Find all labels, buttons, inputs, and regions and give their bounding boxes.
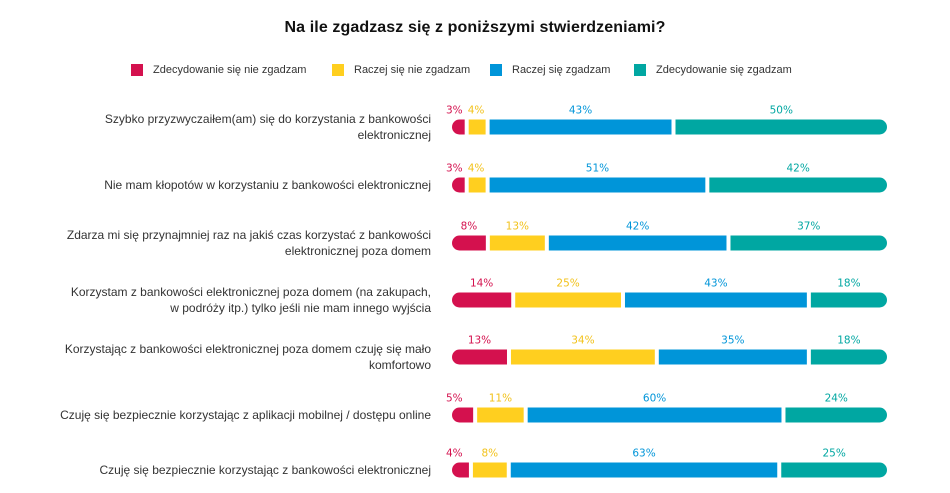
category-label-line: w podróży itp.) tylko jeśli nie mam inne… — [170, 301, 431, 315]
bar-segment-rather-disagree — [515, 292, 621, 308]
category-label-line: Szybko przyzwyczaiłem(am) się do korzyst… — [104, 112, 431, 126]
data-label-rather-agree: 42% — [626, 221, 649, 233]
data-label-strongly-agree: 24% — [825, 393, 848, 405]
legend-swatch-strongly-disagree — [131, 64, 143, 76]
bar-segment-strongly-agree — [675, 119, 887, 135]
bar-segment-strongly-agree — [781, 462, 887, 478]
chart-title: Na ile zgadzasz się z poniższymi stwierd… — [284, 19, 666, 36]
data-label-rather-agree: 60% — [643, 393, 666, 405]
bar-row: 3% 4% 51% 42% — [446, 163, 887, 193]
category-label-line: Korzystając z bankowości elektronicznej … — [64, 342, 431, 356]
bar-segment-strongly-disagree — [452, 292, 512, 308]
data-label-rather-agree: 43% — [569, 105, 592, 117]
bar-segment-rather-agree — [548, 235, 727, 251]
bar-segment-rather-agree — [510, 462, 778, 478]
data-label-strongly-agree: 50% — [770, 105, 793, 117]
data-label-rather-agree: 35% — [721, 335, 744, 347]
legend-label: Raczej się nie zgadzam — [354, 64, 471, 76]
data-label-strongly-agree: 18% — [837, 335, 860, 347]
category-label-line: elektronicznej — [357, 128, 431, 142]
category-label-line: komfortowo — [368, 358, 431, 372]
bar-segment-strongly-agree — [730, 235, 887, 251]
data-label-strongly-disagree: 3% — [446, 105, 463, 117]
data-label-strongly-agree: 18% — [837, 278, 860, 290]
bar-segment-rather-disagree — [468, 119, 486, 135]
category-label: Czuję się bezpiecznie korzystając z apli… — [11, 407, 431, 423]
bar-row: 4% 8% 63% 25% — [446, 448, 887, 478]
data-label-strongly-disagree: 5% — [446, 393, 463, 405]
data-label-rather-disagree: 4% — [468, 163, 485, 175]
bar-segment-rather-disagree — [472, 462, 507, 478]
legend: Zdecydowanie się nie zgadzam Raczej się … — [0, 64, 950, 78]
bar-segment-rather-disagree — [489, 235, 545, 251]
bar-segment-rather-disagree — [510, 349, 655, 365]
category-label: Korzystam z bankowości elektronicznej po… — [11, 284, 431, 316]
data-label-strongly-disagree: 13% — [468, 335, 491, 347]
bar-segment-strongly-disagree — [452, 462, 469, 478]
category-label-line: Czuję się bezpiecznie korzystając z bank… — [99, 463, 432, 477]
legend-swatch-rather-agree — [490, 64, 502, 76]
data-label-rather-disagree: 13% — [506, 221, 529, 233]
bar-segment-strongly-disagree — [452, 235, 486, 251]
data-label-rather-disagree: 11% — [489, 393, 512, 405]
bar-segment-rather-disagree — [468, 177, 486, 193]
category-label-line: elektronicznej poza domem — [284, 244, 431, 258]
bar-segment-strongly-agree — [785, 407, 887, 423]
data-label-rather-agree: 51% — [586, 163, 609, 175]
data-label-rather-agree: 43% — [704, 278, 727, 290]
data-label-strongly-disagree: 3% — [446, 163, 463, 175]
data-label-strongly-agree: 42% — [786, 163, 809, 175]
bar-segment-strongly-agree — [810, 292, 887, 308]
data-label-rather-disagree: 34% — [571, 335, 594, 347]
legend-item-strongly-disagree: Zdecydowanie się nie zgadzam — [131, 64, 306, 76]
legend-swatch-rather-disagree — [332, 64, 344, 76]
bar-segment-rather-agree — [624, 292, 807, 308]
data-label-rather-disagree: 8% — [482, 448, 499, 460]
legend-item-strongly-agree: Zdecydowanie się zgadzam — [634, 64, 792, 76]
category-label: Nie mam kłopotów w korzystaniu z bankowo… — [11, 177, 431, 193]
bar-segment-rather-agree — [489, 119, 672, 135]
data-label-rather-disagree: 25% — [556, 278, 579, 290]
bar-segment-strongly-disagree — [452, 119, 465, 135]
bar-segment-strongly-disagree — [452, 177, 465, 193]
bar-row: 3% 4% 43% 50% — [446, 105, 887, 135]
bar-row: 8% 13% 42% 37% — [452, 221, 887, 251]
bar-segment-strongly-agree — [709, 177, 887, 193]
bar-segment-rather-agree — [489, 177, 706, 193]
bar-row: 13% 34% 35% 18% — [452, 335, 887, 365]
category-label: Czuję się bezpiecznie korzystając z bank… — [11, 462, 432, 478]
category-label: Szybko przyzwyczaiłem(am) się do korzyst… — [11, 111, 431, 143]
category-label-line: Zdarza mi się przynajmniej raz na jakiś … — [66, 228, 431, 242]
bar-row: 5% 11% 60% 24% — [446, 393, 887, 423]
category-label: Zdarza mi się przynajmniej raz na jakiś … — [11, 227, 431, 259]
bar-segment-rather-agree — [527, 407, 782, 423]
category-label-line: Nie mam kłopotów w korzystaniu z bankowo… — [104, 178, 431, 192]
bar-segment-strongly-disagree — [452, 407, 474, 423]
data-label-strongly-agree: 37% — [797, 221, 820, 233]
legend-label: Zdecydowanie się zgadzam — [656, 64, 792, 76]
bar-segment-strongly-agree — [810, 349, 887, 365]
bar-row: 14% 25% 43% 18% — [452, 278, 887, 308]
legend-label: Raczej się zgadzam — [512, 64, 611, 76]
bar-segment-rather-agree — [658, 349, 807, 365]
data-label-rather-disagree: 4% — [468, 105, 485, 117]
legend-item-rather-disagree: Raczej się nie zgadzam — [332, 64, 470, 76]
legend-item-rather-agree: Raczej się zgadzam — [490, 64, 610, 76]
category-label-line: Czuję się bezpiecznie korzystając z apli… — [60, 408, 431, 422]
data-label-strongly-disagree: 14% — [470, 278, 493, 290]
bar-segment-rather-disagree — [477, 407, 524, 423]
bar-segment-strongly-disagree — [452, 349, 507, 365]
category-label: Korzystając z bankowości elektronicznej … — [11, 341, 431, 373]
legend-label: Zdecydowanie się nie zgadzam — [153, 64, 307, 76]
category-label-line: Korzystam z bankowości elektronicznej po… — [70, 285, 431, 299]
data-label-rather-agree: 63% — [632, 448, 655, 460]
data-label-strongly-disagree: 4% — [446, 448, 463, 460]
data-label-strongly-disagree: 8% — [461, 221, 478, 233]
legend-swatch-strongly-agree — [634, 64, 646, 76]
data-label-strongly-agree: 25% — [822, 448, 845, 460]
